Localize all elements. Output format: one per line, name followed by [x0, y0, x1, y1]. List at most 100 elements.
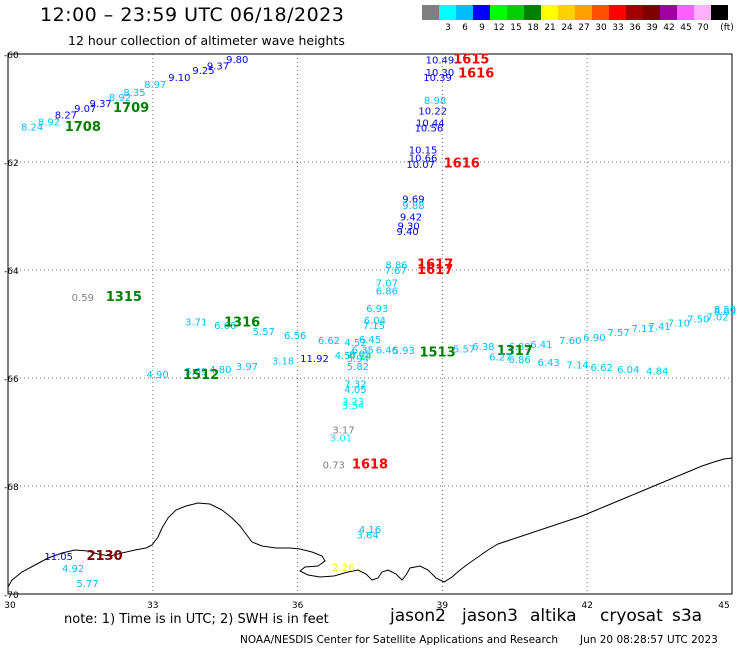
wave-height-value: 7.11 [632, 324, 654, 335]
pass-time-label: 1617 [417, 258, 453, 273]
wave-height-value: 3.18 [272, 357, 294, 368]
wave-height-value: 4.14 [349, 351, 371, 362]
wave-height-value: 4.84 [646, 366, 668, 377]
wave-height-value: 6.05 [349, 350, 371, 361]
wave-height-value: 8.27 [55, 110, 77, 121]
wave-height-value: 7.02 [706, 312, 728, 323]
wave-height-value: 3.01 [330, 433, 352, 444]
colorbar-label: 6 [462, 23, 468, 33]
wave-height-value: 10.39 [423, 73, 452, 84]
longitude-label: 45 [718, 601, 729, 611]
colorbar-label: 24 [561, 23, 573, 33]
colorbar-swatch [541, 5, 558, 20]
wave-height-value: 5.57 [253, 327, 275, 338]
wave-height-value: 6.04 [617, 365, 639, 376]
colorbar-swatch [439, 5, 456, 20]
wave-height-value: 4.05 [344, 385, 366, 396]
wave-height-value: 10.22 [418, 107, 447, 118]
colorbar-label: 45 [680, 23, 692, 33]
wave-height-value: 8.35 [123, 88, 145, 99]
wave-height-value: 10.30 [426, 68, 455, 79]
pass-time-label: 1317 [497, 344, 533, 359]
colorbar-swatch [473, 5, 490, 20]
wave-height-value: 10.49 [426, 55, 455, 66]
credit-line: NOAA/NESDIS Center for Satellite Applica… [240, 634, 558, 646]
latitude-label: -70 [4, 591, 19, 601]
wave-height-value: 7.50 [687, 315, 709, 326]
wave-height-value: 9.37 [207, 61, 229, 72]
colorbar-swatch [609, 5, 626, 20]
colorbar-label: 30 [595, 23, 607, 33]
wave-height-value: 7.14 [566, 361, 588, 372]
wave-height-value: 6.62 [591, 363, 613, 374]
satellite-cryosat: cryosat [600, 606, 663, 626]
wave-height-value: 7.57 [607, 328, 629, 339]
latitude-label: -68 [4, 483, 19, 493]
colorbar-swatch [422, 5, 439, 20]
colorbar-label: 21 [544, 23, 556, 33]
wave-height-value: 2.26 [332, 563, 354, 574]
wave-height-value: 9.30 [397, 222, 419, 233]
wave-height-value: 8.69 [714, 307, 736, 318]
colorbar-swatch [490, 5, 507, 20]
wave-height-value: 9.42 [400, 213, 422, 224]
wave-height-value: 4.80 [209, 365, 231, 376]
wave-height-value: 8.86 [385, 261, 407, 272]
wave-height-value: 6.35 [352, 345, 374, 356]
colorbar-label: 36 [629, 23, 641, 33]
satellite-jason2: jason2 [390, 606, 446, 626]
footnote: note: 1) Time is in UTC; 2) SWH is in fe… [64, 612, 329, 627]
wave-height-value: 10.15 [409, 146, 438, 157]
colorbar-label: 18 [527, 23, 539, 33]
pass-time-label: 1512 [183, 368, 219, 383]
satellite-altika: altika [530, 606, 577, 626]
pass-time-label: 1616 [444, 157, 480, 172]
wave-height-value: 9.07 [74, 104, 96, 115]
pass-time-label: 1617 [417, 263, 453, 278]
colorbar-label: 12 [493, 23, 505, 33]
wave-height-value: 5.94 [347, 354, 369, 365]
wave-height-value: 8.92 [38, 118, 60, 129]
colorbar-swatch [711, 5, 728, 20]
wave-height-value: 6.41 [530, 340, 552, 351]
wave-height-value: 9.69 [402, 195, 424, 206]
wave-height-value: 0.73 [323, 460, 345, 471]
wave-height-value: 9.25 [192, 66, 214, 77]
colorbar-swatch [626, 5, 643, 20]
wave-height-value: 10.07 [406, 160, 435, 171]
wave-height-value: 9.80 [226, 55, 248, 66]
wave-height-value: 6.04 [364, 316, 386, 327]
wave-height-value: 9.10 [168, 73, 190, 84]
wave-height-value: 7.41 [648, 322, 670, 333]
colorbar-swatch [456, 5, 473, 20]
latitude-label: -60 [4, 51, 19, 61]
colorbar-swatch [507, 5, 524, 20]
longitude-label: 36 [292, 601, 304, 611]
wave-height-value: 10.56 [415, 123, 444, 134]
wave-height-value: 6.27 [489, 352, 511, 363]
pass-time-label: 1315 [106, 290, 142, 305]
wave-height-value: 6.86 [376, 287, 398, 298]
wave-height-value: 7.07 [376, 278, 398, 289]
wave-height-value: 11.92 [300, 354, 329, 365]
colorbar-unit: (ft) [720, 23, 734, 33]
wave-height-value: 4.52 [344, 338, 366, 349]
coastline [7, 457, 733, 588]
wave-height-value: 8.92 [109, 93, 131, 104]
longitude-labels: 30 33 36 39 42 45 [4, 601, 729, 611]
longitude-label: 33 [147, 601, 158, 611]
wave-height-value: 8.50 [714, 305, 736, 316]
pass-time-label: 1316 [224, 315, 260, 330]
wave-height-value: 7.67 [384, 266, 406, 277]
wave-height-value: 6.66 [214, 321, 236, 332]
wave-height-value: 5.82 [347, 362, 369, 373]
latitude-labels: -60 -62 -64 -66 -68 -70 [4, 51, 19, 601]
wave-height-value: 6.56 [284, 331, 306, 342]
pass-time-label: 2130 [86, 549, 122, 564]
colorbar-label: 3 [445, 23, 451, 33]
longitude-label: 30 [4, 601, 16, 611]
wave-height-value: 4.57 [335, 351, 357, 362]
map-frame [7, 53, 733, 595]
wave-height-value: 8.24 [21, 122, 43, 133]
